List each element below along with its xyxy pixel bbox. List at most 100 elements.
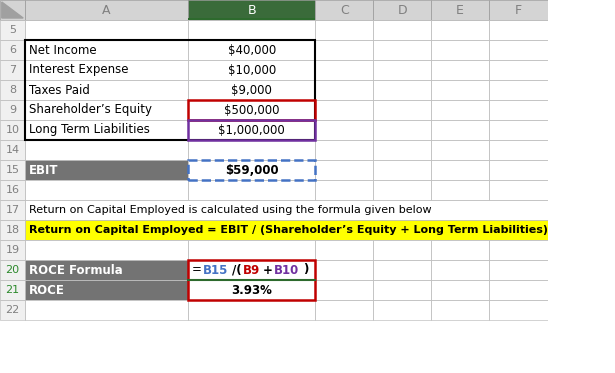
Bar [188, 260, 315, 280]
Bar [25, 260, 188, 280]
Bar [0, 100, 25, 120]
Bar [373, 40, 431, 60]
Bar [373, 300, 431, 320]
Bar [489, 280, 548, 300]
Bar [315, 180, 373, 200]
Text: 5: 5 [9, 25, 16, 35]
Bar [25, 140, 188, 160]
Bar [315, 180, 373, 200]
Text: 22: 22 [6, 305, 20, 315]
Bar [25, 0, 188, 20]
Bar [373, 180, 431, 200]
Bar [489, 140, 548, 160]
Bar [489, 120, 548, 140]
Text: EBIT: EBIT [28, 163, 58, 176]
Bar [0, 220, 25, 240]
Bar [188, 100, 315, 120]
Bar [373, 160, 431, 180]
Text: Long Term Liabilities: Long Term Liabilities [28, 123, 149, 137]
Bar [0, 240, 25, 260]
Bar [373, 240, 431, 260]
Bar [431, 300, 489, 320]
Bar [25, 200, 548, 220]
Bar [188, 40, 315, 60]
Bar [0, 20, 25, 40]
Bar [431, 40, 489, 60]
Bar [25, 240, 188, 260]
Bar [431, 180, 489, 200]
Bar [25, 160, 188, 180]
Bar [25, 20, 188, 40]
Bar [0, 160, 25, 180]
Text: B: B [247, 3, 256, 16]
Bar [315, 0, 373, 20]
Bar [0, 140, 25, 160]
Bar [431, 80, 489, 100]
Bar [431, 160, 489, 180]
Bar [489, 100, 548, 120]
Bar [489, 100, 548, 120]
Text: 20: 20 [6, 265, 20, 275]
Text: /(: /( [232, 263, 242, 276]
Text: $10,000: $10,000 [228, 63, 276, 76]
Bar [373, 60, 431, 80]
Bar [373, 280, 431, 300]
Bar [373, 40, 431, 60]
Bar [25, 300, 188, 320]
Bar [188, 260, 315, 300]
Bar [373, 240, 431, 260]
Bar [25, 200, 548, 220]
Text: Return on Capital Employed is calculated using the formula given below: Return on Capital Employed is calculated… [28, 205, 431, 215]
Bar [315, 160, 373, 180]
Bar [431, 260, 489, 280]
Bar [315, 60, 373, 80]
Bar [315, 80, 373, 100]
Bar [315, 100, 373, 120]
Bar [489, 180, 548, 200]
Bar [489, 60, 548, 80]
Bar [373, 140, 431, 160]
Bar [188, 80, 315, 100]
Bar [25, 0, 188, 20]
Bar [315, 280, 373, 300]
Text: $500,000: $500,000 [224, 103, 279, 116]
Text: 17: 17 [6, 205, 20, 215]
Polygon shape [2, 2, 23, 18]
Bar [188, 80, 315, 100]
Text: A: A [102, 3, 111, 16]
Bar [315, 160, 373, 180]
Bar [25, 140, 188, 160]
Bar [431, 280, 489, 300]
Bar [315, 140, 373, 160]
Text: Taxes Paid: Taxes Paid [28, 84, 89, 97]
Text: 16: 16 [6, 185, 20, 195]
Bar [188, 160, 315, 180]
Bar [315, 60, 373, 80]
Bar [315, 40, 373, 60]
Bar [373, 160, 431, 180]
Bar [373, 80, 431, 100]
Bar [0, 220, 25, 240]
Bar [0, 240, 25, 260]
Bar [0, 100, 25, 120]
Bar [25, 160, 188, 180]
Bar [489, 160, 548, 180]
Bar [188, 160, 315, 180]
Bar [373, 120, 431, 140]
Bar [315, 240, 373, 260]
Bar [0, 200, 25, 220]
Bar [431, 280, 489, 300]
Bar [0, 60, 25, 80]
Bar [188, 300, 315, 320]
Bar [188, 0, 315, 20]
Bar [489, 260, 548, 280]
Bar [25, 80, 188, 100]
Bar [188, 60, 315, 80]
Text: 19: 19 [6, 245, 20, 255]
Bar [315, 20, 373, 40]
Bar [315, 140, 373, 160]
Bar [0, 160, 25, 180]
Text: 7: 7 [9, 65, 16, 75]
Bar [431, 240, 489, 260]
Bar [489, 300, 548, 320]
